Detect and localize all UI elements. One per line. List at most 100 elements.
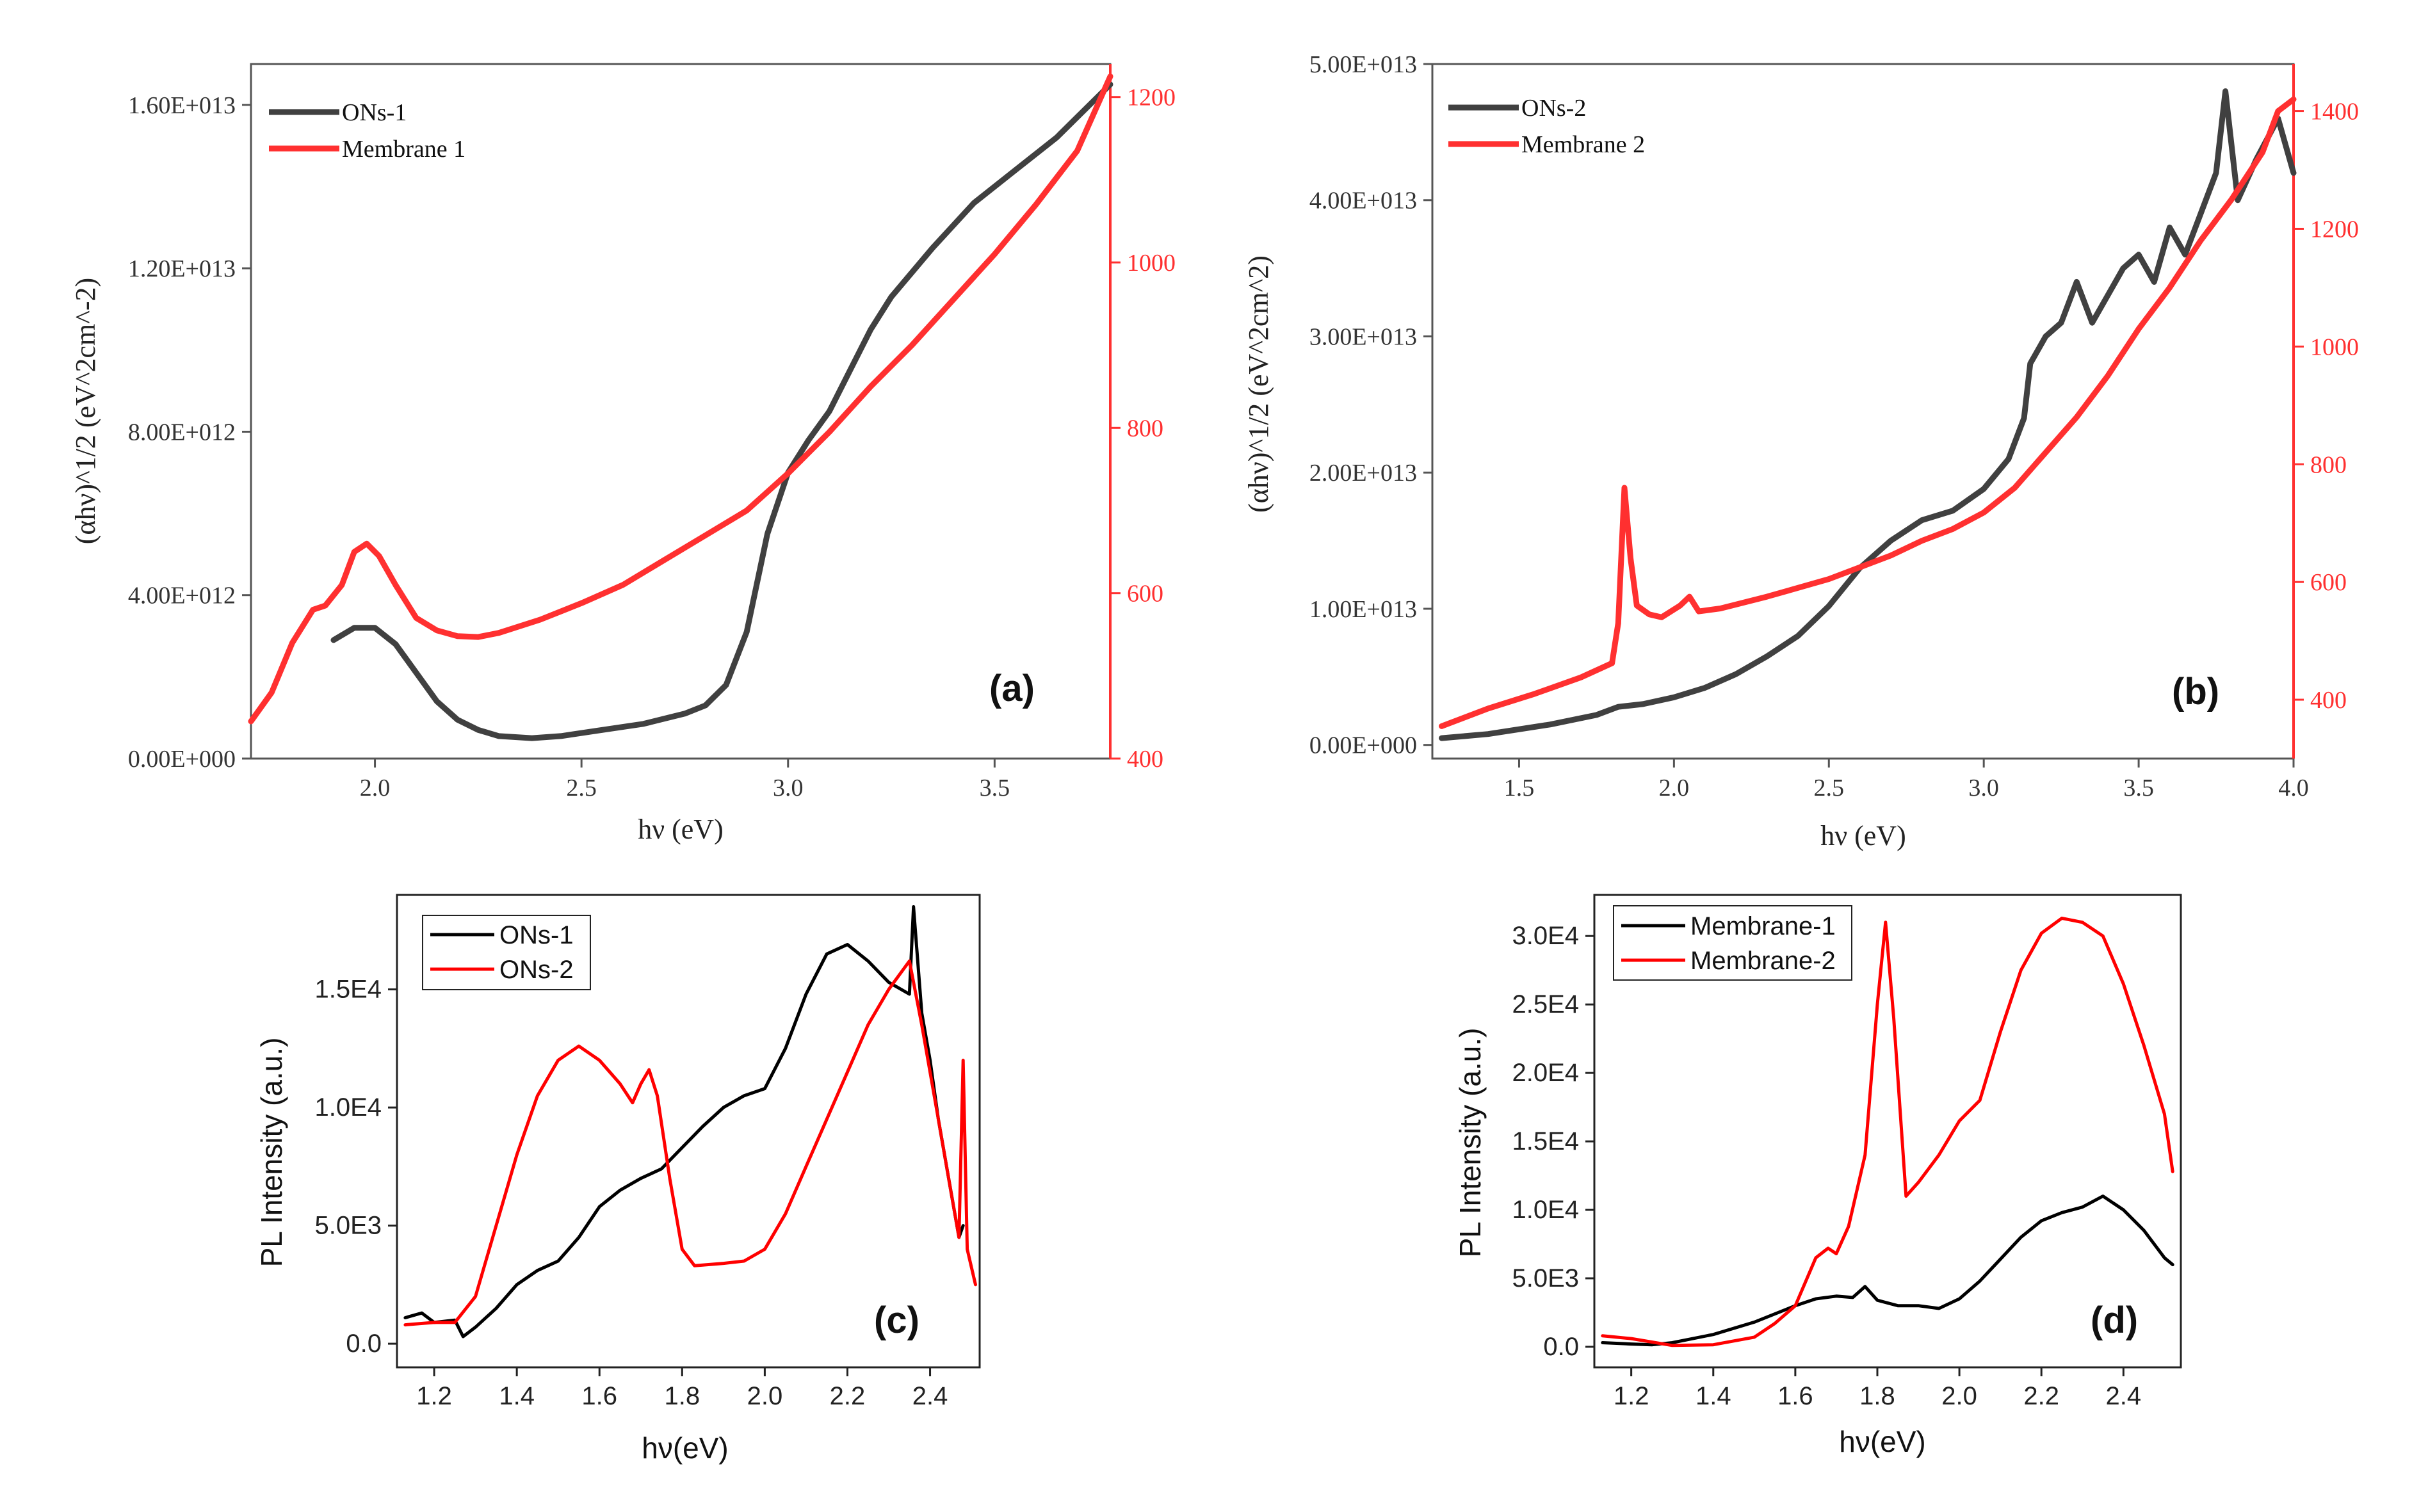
- series-line-membrane-2: [1601, 916, 2174, 1347]
- series-line-membrane-1: [1601, 1194, 2174, 1347]
- y-tick-label-4-00e-012: 4.00E+012: [128, 583, 236, 609]
- x-tick-label-4-0: 4.0: [2278, 775, 2309, 801]
- x-tick-label-2-2: 2.2: [2023, 1382, 2059, 1410]
- y-tick-label-3-00e-013: 3.00E+013: [1309, 323, 1417, 350]
- x-tick-label-2-5: 2.5: [1814, 775, 1845, 801]
- panel-d-legend: Membrane-1 Membrane-2: [1613, 905, 1852, 981]
- panel-c: 1.2 1.4 1.6 1.8 2.0 2.2 2.4 0.0 5.0E3 1.0E4 1.5E4…: [255, 894, 981, 1465]
- x-tick-label-1-6: 1.6: [1777, 1382, 1813, 1410]
- y-tick-label-1-00e-013: 1.00E+013: [1309, 596, 1417, 623]
- panel-a-frame: [250, 63, 1112, 760]
- y-tick-label-1-20e-013: 1.20E+013: [128, 255, 236, 282]
- panel-c-y-axis-title: PL Intensity (a.u.): [255, 1038, 288, 1267]
- panel-c-legend: ONs-1 ONs-2: [422, 915, 591, 990]
- y-tick-label-0-0: 0.0: [346, 1330, 382, 1358]
- x-tick-label-2-0: 2.0: [747, 1382, 783, 1410]
- panel-b-x-axis-title: hν (eV): [1820, 820, 1906, 851]
- y-tick-label-0-0: 0.0: [1543, 1333, 1579, 1361]
- x-tick-label-2-0: 2.0: [360, 775, 391, 801]
- x-tick-label-1-2: 1.2: [1614, 1382, 1649, 1410]
- panel-d-x-axis-title: hν(eV): [1839, 1425, 1925, 1458]
- panel-b-x-ticks: 1.5 2.0 2.5 3.0 3.5 4.0: [1504, 759, 2309, 801]
- panel-a-y-axis-title: (αhν)^1/2 (eV^2cm^-2): [70, 278, 101, 544]
- panel-c-frame: [396, 894, 981, 1369]
- y2-tick-label-400: 400: [2310, 687, 2347, 714]
- legend-label-ons-2: ONs-2: [1521, 95, 1586, 122]
- y2-tick-label-600: 600: [2310, 569, 2347, 596]
- x-tick-label-3-5: 3.5: [980, 775, 1010, 801]
- panel-a-x-axis-title: hν (eV): [638, 814, 724, 845]
- y-tick-label-5-00e-013: 5.00E+013: [1309, 51, 1417, 78]
- panel-c-x-ticks: 1.2 1.4 1.6 1.8 2.0 2.2 2.4: [416, 1367, 948, 1410]
- y-tick-label-2-5e4: 2.5E4: [1512, 990, 1579, 1018]
- legend-label-ons-1: ONs-1: [342, 99, 407, 126]
- panel-d: 1.2 1.4 1.6 1.8 2.0 2.2 2.4 0.0 5.0E3 1.0E4 1.5E4…: [1453, 894, 2182, 1458]
- series-line-ons-1: [330, 81, 1113, 741]
- y-tick-label-1-0e4: 1.0E4: [1512, 1196, 1579, 1224]
- panel-d-x-ticks: 1.2 1.4 1.6 1.8 2.0 2.2 2.4: [1614, 1367, 2141, 1410]
- legend-label-ons-1-pl: ONs-1: [499, 921, 574, 949]
- panel-d-frame: [1593, 894, 2182, 1369]
- y2-tick-label-800: 800: [1127, 415, 1163, 442]
- panel-d-series: [1601, 916, 2174, 1347]
- panel-d-legend-box: [1613, 905, 1852, 981]
- y-tick-label-0-00e-000: 0.00E+000: [1309, 732, 1417, 759]
- panel-c-x-axis-title: hν(eV): [642, 1431, 728, 1465]
- x-tick-label-1-4: 1.4: [1696, 1382, 1731, 1410]
- panel-b-frame: [1431, 63, 2295, 760]
- series-line-membrane-1: [248, 73, 1113, 725]
- panel-d-label: (d): [2091, 1299, 2138, 1341]
- series-line-ons-2: [403, 959, 977, 1327]
- y-tick-label-2-0e4: 2.0E4: [1512, 1059, 1579, 1087]
- series-line-ons-1: [403, 905, 965, 1339]
- series-line-ons-2: [1439, 88, 2297, 741]
- x-tick-label-3-0: 3.0: [773, 775, 804, 801]
- panel-a-y2-ticks: 400 600 800 1000 1200: [1110, 84, 1176, 773]
- x-tick-label-2-2: 2.2: [830, 1382, 866, 1410]
- y-tick-label-1-60e-013: 1.60E+013: [128, 92, 236, 119]
- panel-a-series: [248, 73, 1113, 741]
- panel-b-label: (b): [2172, 671, 2219, 712]
- legend-label-membrane-1-pl: Membrane-1: [1690, 912, 1836, 940]
- x-tick-label-2-5: 2.5: [566, 775, 597, 801]
- panel-a: 2.0 2.5 3.0 3.5 0.00E+000 4.00E+012 8.00E+012…: [70, 63, 1176, 845]
- legend-label-membrane-2: Membrane 2: [1521, 131, 1645, 158]
- y2-tick-label-1200: 1200: [2310, 216, 2359, 243]
- y2-tick-label-400: 400: [1127, 746, 1163, 773]
- panel-b-y2-ticks: 400 600 800 1000 1200 1400: [2294, 99, 2359, 714]
- panel-b-y-axis-title: (αhν)^1/2 (eV^2cm^2): [1243, 255, 1274, 513]
- panel-c-y-ticks: 0.0 5.0E3 1.0E4 1.5E4: [314, 976, 397, 1358]
- x-tick-label-3-5: 3.5: [2123, 775, 2154, 801]
- y-tick-label-5-0e3: 5.0E3: [314, 1212, 382, 1240]
- y-tick-label-2-00e-013: 2.00E+013: [1309, 460, 1417, 487]
- x-tick-label-1-2: 1.2: [416, 1382, 452, 1410]
- y2-tick-label-1200: 1200: [1127, 84, 1176, 111]
- legend-label-ons-2-pl: ONs-2: [499, 956, 574, 984]
- panel-b-legend: ONs-2 Membrane 2: [1448, 95, 1645, 158]
- x-tick-label-1-6: 1.6: [581, 1382, 617, 1410]
- legend-label-membrane-1: Membrane 1: [342, 136, 465, 163]
- x-tick-label-3-0: 3.0: [1968, 775, 1999, 801]
- legend-label-membrane-2-pl: Membrane-2: [1690, 947, 1836, 975]
- panel-b: 1.5 2.0 2.5 3.0 3.5 4.0 0.00E+000 1.00E+013 2.0…: [1243, 51, 2359, 851]
- y2-tick-label-1000: 1000: [2310, 334, 2359, 360]
- y-tick-label-1-5e4: 1.5E4: [314, 976, 382, 1004]
- x-tick-label-2-0: 2.0: [1659, 775, 1690, 801]
- panel-d-y-axis-title: PL Intensity (a.u.): [1453, 1028, 1487, 1258]
- y-tick-label-1-5e4: 1.5E4: [1512, 1127, 1579, 1155]
- y2-tick-label-1400: 1400: [2310, 99, 2359, 125]
- panel-a-label: (a): [989, 668, 1035, 709]
- panel-d-y-ticks: 0.0 5.0E3 1.0E4 1.5E4 2.0E4 2.5E4 3.0E4: [1512, 922, 1594, 1361]
- x-tick-label-1-5: 1.5: [1504, 775, 1535, 801]
- x-tick-label-2-0: 2.0: [1941, 1382, 1977, 1410]
- x-tick-label-1-8: 1.8: [665, 1382, 700, 1410]
- x-tick-label-2-4: 2.4: [2106, 1382, 2142, 1410]
- y2-tick-label-1000: 1000: [1127, 250, 1176, 277]
- y-tick-label-0-00e-000: 0.00E+000: [128, 746, 236, 773]
- y2-tick-label-600: 600: [1127, 581, 1163, 607]
- y-tick-label-3-0e4: 3.0E4: [1512, 922, 1579, 950]
- panel-a-legend: ONs-1 Membrane 1: [269, 99, 465, 163]
- panel-a-x-ticks: 2.0 2.5 3.0 3.5: [360, 759, 1010, 801]
- x-tick-label-2-4: 2.4: [912, 1382, 948, 1410]
- panel-c-legend-box: [422, 915, 591, 990]
